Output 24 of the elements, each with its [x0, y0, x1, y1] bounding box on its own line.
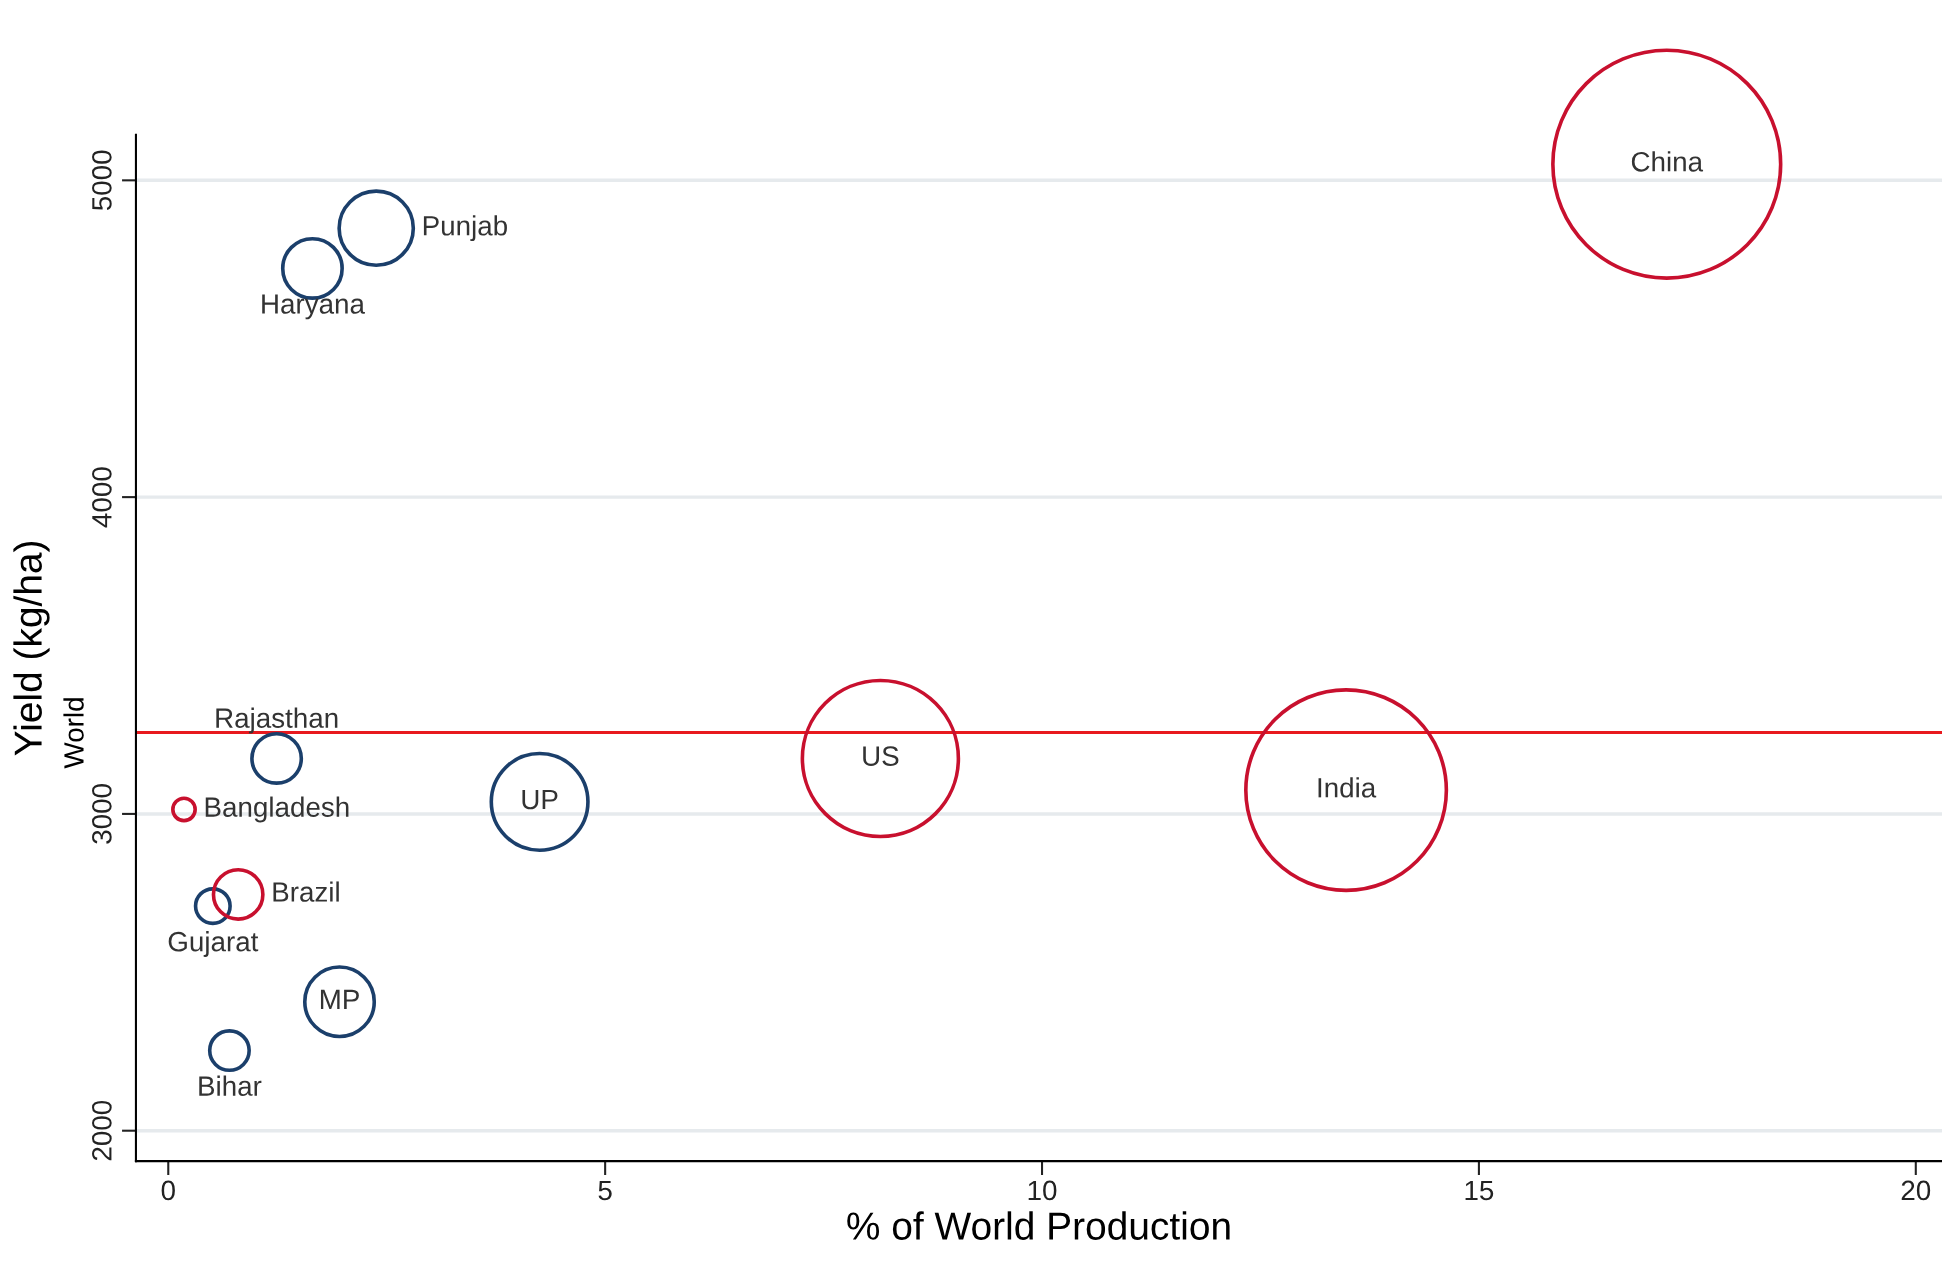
y-tick-label: 5000	[92, 150, 112, 211]
y-axis-title: Yield (kg/ha)	[13, 541, 50, 756]
y-tick-label: 4000	[92, 467, 112, 528]
annotation: India	[1318, 777, 1377, 798]
y-tick-label: 3000	[92, 784, 112, 844]
annotation: Rajasthan	[216, 707, 338, 734]
annotation: UP	[522, 789, 558, 810]
annotation: Bangladesh	[205, 796, 349, 823]
annotation: Bihar	[199, 1075, 262, 1096]
annotation: Punjab	[423, 215, 507, 242]
x-tick-label: 20	[1901, 1180, 1931, 1201]
x-tick-label: 15	[1465, 1180, 1494, 1201]
annotation: Haryana	[262, 294, 365, 320]
x-tick-label: 10	[1028, 1180, 1057, 1201]
x-tick-label: 0	[161, 1180, 175, 1201]
y-tick-label: 2000	[92, 1100, 112, 1161]
annotation: US	[863, 746, 899, 766]
ref-line-label: World	[63, 698, 84, 769]
annotation: Gujarat	[168, 931, 259, 957]
x-tick-label: 5	[598, 1180, 612, 1201]
annotation: Brazil	[273, 881, 339, 902]
annotation: China	[1631, 151, 1704, 172]
x-axis-title: % of World Production	[847, 1211, 1230, 1240]
annotation: MP	[320, 989, 359, 1009]
